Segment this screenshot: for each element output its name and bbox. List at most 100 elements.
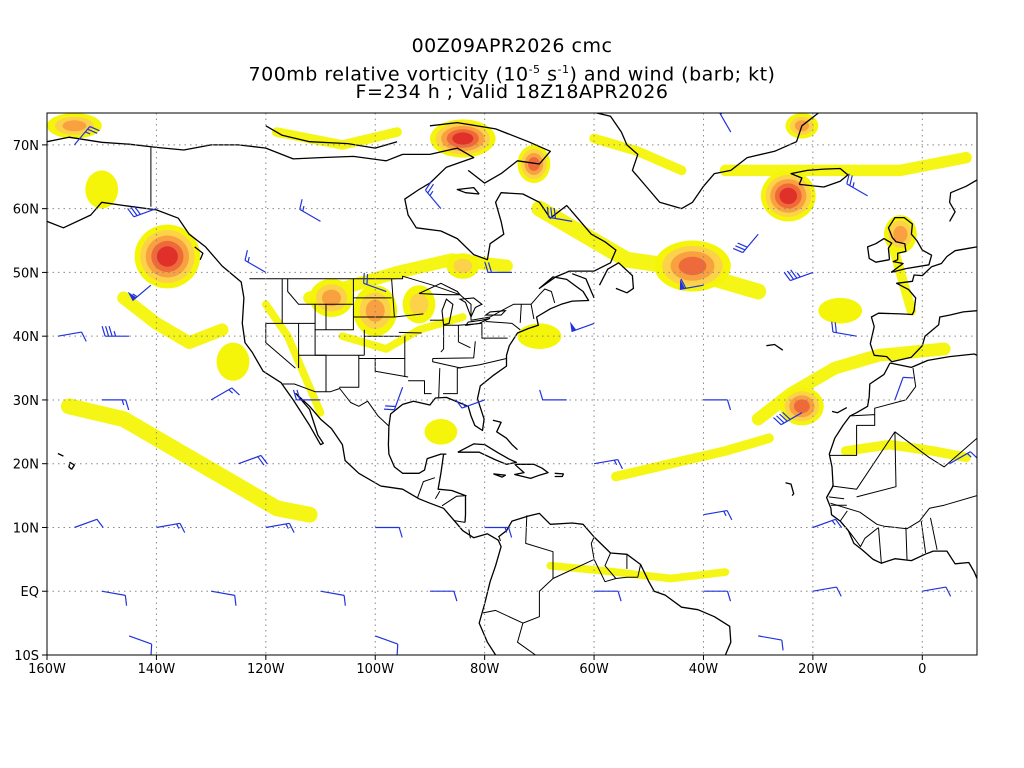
coastline xyxy=(948,179,977,222)
vorticity-contour xyxy=(779,187,798,205)
barb-full-tick xyxy=(726,399,732,411)
vorticity-contour xyxy=(517,323,562,350)
barb-full-tick xyxy=(101,326,106,337)
wind-barb xyxy=(156,522,186,533)
political-boundary xyxy=(391,278,395,318)
vorticity-band xyxy=(719,151,972,177)
barb-shaft xyxy=(363,282,387,293)
political-boundary xyxy=(339,355,360,388)
barb-half-tick xyxy=(966,453,972,458)
barb-shaft xyxy=(374,635,398,645)
political-boundary xyxy=(831,431,896,490)
title-text-part: ) and wind (barb; kt) xyxy=(569,63,776,86)
vorticity-band xyxy=(751,342,951,426)
wind-barb xyxy=(128,635,153,655)
barb-half-tick xyxy=(176,523,180,529)
barb-half-tick xyxy=(85,131,91,135)
barb-full-tick xyxy=(546,206,550,218)
wind-barb xyxy=(703,399,732,411)
barb-shaft xyxy=(238,454,262,465)
barb-full-tick xyxy=(617,459,623,470)
x-tick-label: 100W xyxy=(356,662,394,677)
political-boundary xyxy=(874,368,917,415)
political-boundary xyxy=(905,527,908,560)
wind-barb xyxy=(717,104,732,133)
x-tick-label: 120W xyxy=(247,662,285,677)
barb-full-tick xyxy=(257,456,265,466)
barb-full-tick xyxy=(680,278,687,289)
political-boundary xyxy=(593,559,642,583)
coastline xyxy=(766,343,784,351)
barb-full-tick xyxy=(292,389,298,401)
political-boundary xyxy=(498,536,501,542)
barb-half-tick xyxy=(228,389,234,394)
wind-barb xyxy=(594,590,622,602)
axis-ticks: 160W 140W 120W 100W 80W 60W 40W 20W 0 70N 60N 50N 40… xyxy=(13,139,927,677)
vorticity-contour xyxy=(365,299,385,322)
vorticity-shading xyxy=(47,113,972,583)
coastline xyxy=(497,512,732,655)
coastline xyxy=(593,113,820,210)
barb-full-tick xyxy=(617,591,622,602)
political-boundary xyxy=(468,529,471,539)
vorticity-band xyxy=(840,439,971,463)
political-boundary xyxy=(481,323,508,339)
vorticity-band xyxy=(117,291,229,349)
barb-shaft xyxy=(593,458,618,465)
coastline xyxy=(790,167,849,188)
political-boundary xyxy=(398,331,422,334)
barb-full-tick xyxy=(396,644,399,655)
barb-full-tick xyxy=(726,510,733,521)
title-text-part: s xyxy=(540,63,558,86)
barb-shaft xyxy=(571,322,595,333)
wind-barb xyxy=(74,518,104,529)
wind-barb xyxy=(703,590,732,602)
wind-barb xyxy=(375,526,403,538)
x-tick-label: 60W xyxy=(579,662,609,677)
political-boundary xyxy=(530,304,535,320)
title-line-2: 700mb relative vorticity (10-5 s-1) and … xyxy=(0,58,1024,86)
coastline xyxy=(887,216,933,274)
coastline xyxy=(825,362,977,579)
lake-outline xyxy=(441,298,454,326)
barb-full-tick xyxy=(783,271,791,281)
wind-barb xyxy=(783,269,814,282)
political-boundary xyxy=(856,431,897,498)
x-tick-label: 80W xyxy=(470,662,500,677)
coastline xyxy=(866,237,893,263)
coastline xyxy=(265,125,398,149)
barb-shaft xyxy=(758,635,782,641)
title-text-part: 700mb relative vorticity (10 xyxy=(248,63,529,86)
barb-full-tick xyxy=(732,247,744,254)
barb-full-tick xyxy=(383,408,395,411)
vorticity-contour xyxy=(424,419,458,445)
barb-pennant xyxy=(570,321,577,332)
barb-full-tick xyxy=(89,125,100,132)
barb-shaft xyxy=(790,271,814,282)
barb-full-tick xyxy=(508,527,513,538)
barb-shaft xyxy=(133,208,157,218)
coastline xyxy=(785,482,795,497)
plot-frame xyxy=(46,112,978,656)
barb-shaft xyxy=(922,586,947,592)
lat-lon-grid xyxy=(47,113,977,655)
political-boundary xyxy=(894,431,977,468)
political-boundary xyxy=(441,495,467,507)
wind-barb xyxy=(265,522,295,533)
political-boundary xyxy=(265,323,296,369)
barb-shaft xyxy=(703,509,728,516)
wind-barb xyxy=(292,389,321,401)
barb-shaft xyxy=(156,522,181,529)
lake-outline xyxy=(484,310,507,316)
barb-full-tick xyxy=(87,128,98,134)
barb-shaft xyxy=(101,590,126,596)
wind-barb xyxy=(484,526,513,538)
wind-barb xyxy=(570,321,595,333)
barb-shaft xyxy=(742,233,759,253)
barb-half-tick xyxy=(796,272,801,278)
barb-full-tick xyxy=(773,417,782,426)
barb-shaft xyxy=(812,518,836,529)
coastline xyxy=(437,454,467,523)
barb-full-tick xyxy=(717,104,727,112)
barb-full-tick xyxy=(398,527,403,538)
